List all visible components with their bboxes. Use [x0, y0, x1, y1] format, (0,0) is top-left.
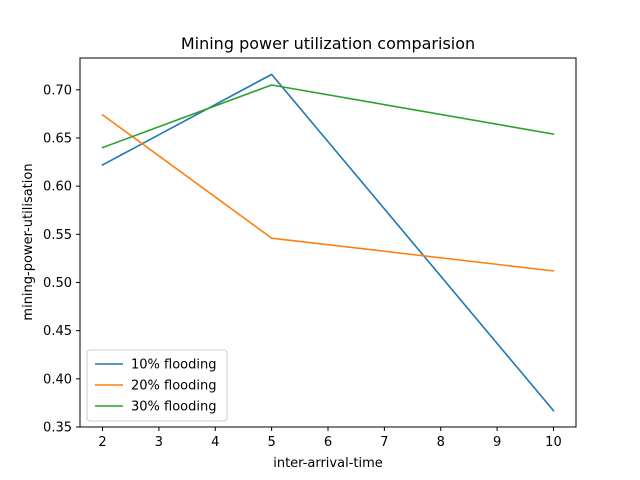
- legend-label: 20% flooding: [131, 379, 216, 394]
- legend-label: 30% flooding: [131, 400, 216, 415]
- x-axis-ticks: 2 3 4 5 6 7 8 9 10: [98, 427, 562, 450]
- chart-title: Mining power utilization comparision: [181, 34, 475, 53]
- y-tick-label: 0.45: [43, 324, 72, 339]
- x-tick-label: 4: [211, 435, 219, 450]
- legend-box: [86, 349, 228, 422]
- legend: 10% flooding 20% flooding 30% flooding: [86, 349, 228, 422]
- x-tick-label: 8: [437, 435, 445, 450]
- x-tick-label: 7: [380, 435, 388, 450]
- x-tick-label: 9: [493, 435, 501, 450]
- x-tick-label: 5: [267, 435, 275, 450]
- y-tick-label: 0.60: [43, 180, 72, 195]
- plot-frame: [79, 57, 577, 428]
- x-tick-label: 10: [545, 435, 562, 450]
- y-tick-label: 0.50: [43, 276, 72, 291]
- x-axis-label: inter-arrival-time: [273, 456, 383, 471]
- x-tick-label: 2: [98, 435, 106, 450]
- series-lines: [101, 73, 555, 412]
- y-tick-label: 0.40: [43, 372, 72, 387]
- y-tick-label: 0.70: [43, 83, 72, 98]
- y-tick-label: 0.35: [43, 421, 72, 436]
- legend-label: 10% flooding: [131, 358, 216, 373]
- y-tick-label: 0.65: [43, 131, 72, 146]
- x-tick-label: 6: [324, 435, 332, 450]
- y-tick-label: 0.55: [43, 228, 72, 243]
- x-tick-label: 3: [155, 435, 163, 450]
- y-axis-ticks: 0.35 0.40 0.45 0.50 0.55 0.60 0.65 0.70: [43, 83, 80, 436]
- y-axis-label: mining-power-utilisation: [21, 163, 36, 320]
